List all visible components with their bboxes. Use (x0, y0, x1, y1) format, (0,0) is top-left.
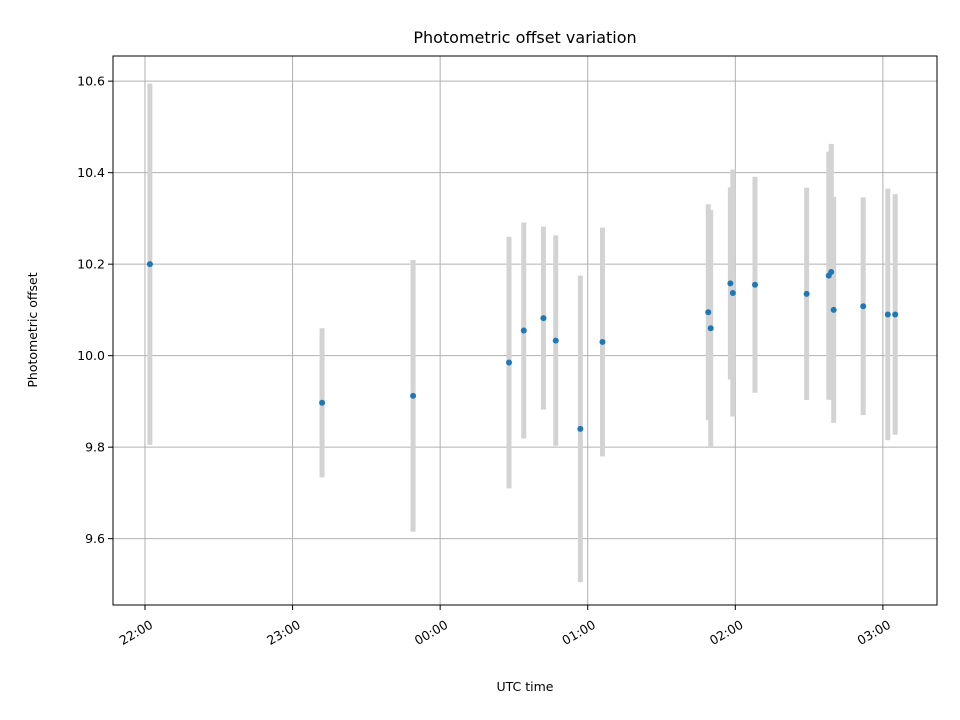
y-axis-label: Photometric offset (25, 272, 40, 387)
data-point (892, 311, 899, 318)
data-point (707, 325, 714, 332)
data-point (884, 311, 891, 318)
y-tick-label: 10.6 (77, 74, 105, 89)
y-tick-label: 10.0 (77, 348, 105, 363)
y-axis-ticks: 9.6 9.8 10.0 10.2 10.4 10.6 (77, 74, 113, 546)
data-point (319, 399, 326, 406)
y-tick-label: 9.8 (85, 440, 105, 455)
data-point (729, 289, 736, 296)
data-point (506, 359, 513, 366)
x-axis-label: UTC time (497, 679, 554, 694)
y-tick-label: 10.2 (77, 257, 105, 272)
data-point (146, 261, 153, 268)
data-point (540, 315, 547, 322)
data-point (552, 337, 559, 344)
data-points (146, 261, 899, 432)
data-point (828, 268, 835, 275)
y-tick-label: 10.4 (77, 165, 105, 180)
data-point (803, 290, 810, 297)
data-point (727, 280, 734, 287)
data-point (830, 306, 837, 313)
data-point (410, 392, 417, 399)
data-point (705, 309, 712, 316)
chart-title: Photometric offset variation (413, 28, 636, 47)
data-point (860, 303, 867, 310)
plot-frame (112, 55, 938, 606)
data-point (577, 425, 584, 432)
data-point (751, 281, 758, 288)
data-point (599, 338, 606, 345)
y-tick-label: 9.6 (85, 531, 105, 546)
data-point (520, 327, 527, 334)
